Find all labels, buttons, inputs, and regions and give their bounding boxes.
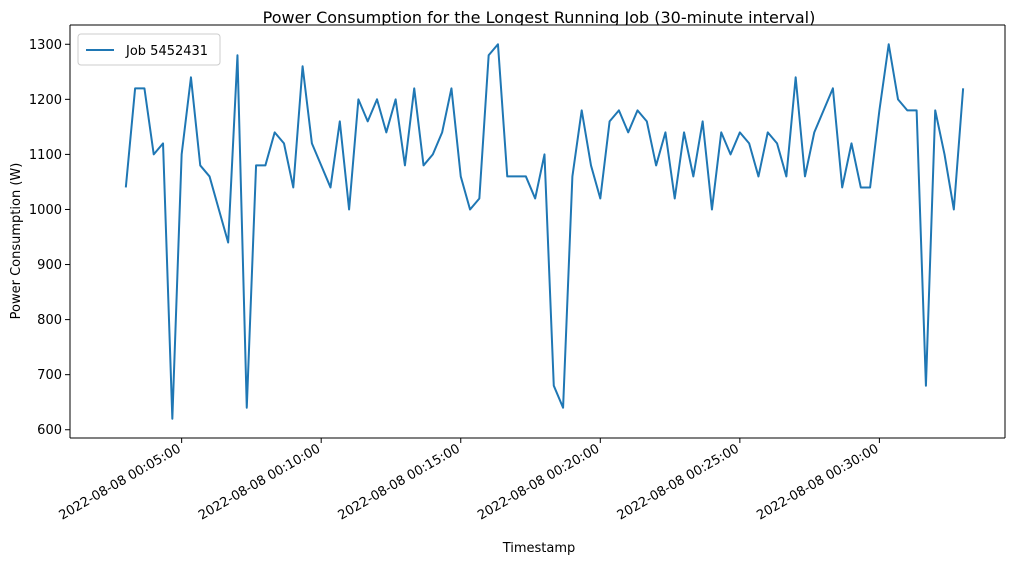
x-tick-label: 2022-08-08 00:20:00 [475,441,602,523]
y-tick-label: 1200 [29,93,62,108]
chart-title: Power Consumption for the Longest Runnin… [263,8,816,27]
legend-entry-label: Job 5452431 [125,44,208,59]
y-tick-label: 1300 [29,38,62,53]
y-tick-label: 1000 [29,203,62,218]
y-tick-label: 800 [37,313,62,328]
x-tick-label: 2022-08-08 00:15:00 [336,441,463,523]
y-tick-label: 1100 [29,148,62,163]
x-tick-label: 2022-08-08 00:25:00 [615,441,742,523]
x-tick-label: 2022-08-08 00:30:00 [754,441,881,523]
legend-box [77,33,221,66]
x-axis-ticks: 2022-08-08 00:05:00 2022-08-08 00:10:00 20… [57,438,881,524]
x-axis-label: Timestamp [502,541,576,556]
y-tick-label: 700 [37,368,62,383]
y-axis-label: Power Consumption (W) [9,163,24,320]
y-tick-label: 900 [37,258,62,273]
plot-area [70,25,1005,438]
x-tick-label: 2022-08-08 00:10:00 [196,441,323,523]
legend: Job 5452431 [77,33,221,66]
y-axis-ticks: 600 700 800 900 1000 1100 1200 1300 [29,38,70,438]
y-tick-label: 600 [37,423,62,438]
axes-frame [69,24,1006,439]
series-layer [124,43,965,420]
x-tick-label: 2022-08-08 00:05:00 [57,441,184,523]
